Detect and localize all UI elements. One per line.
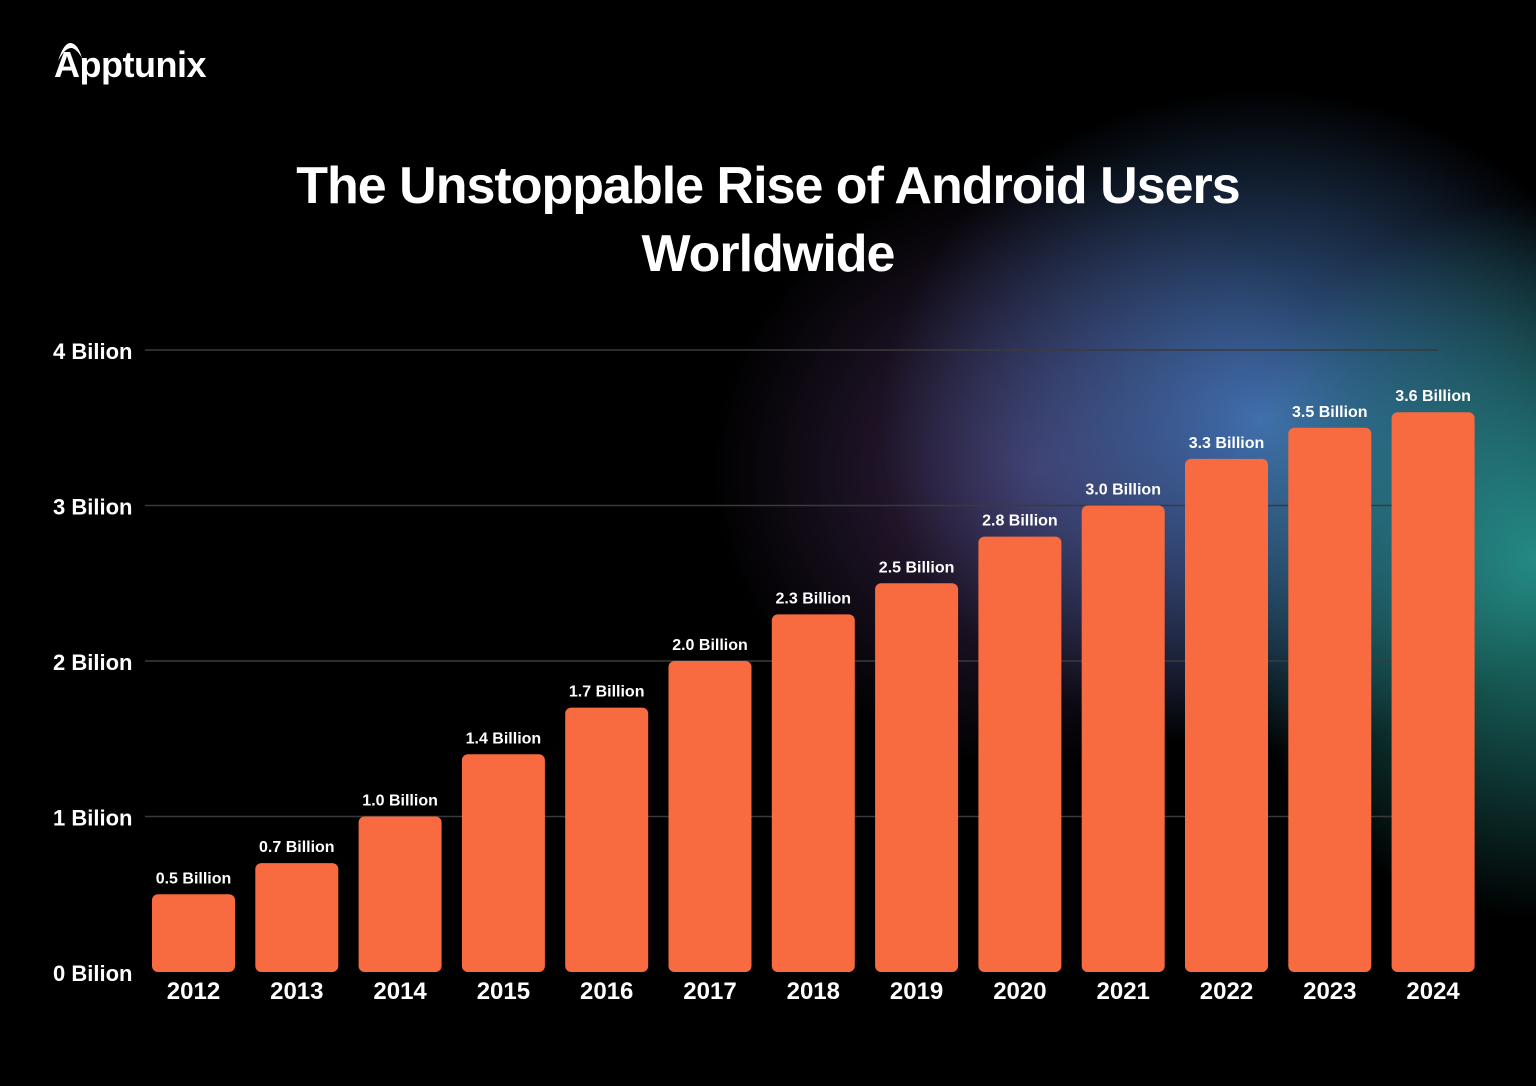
bar-2024 — [1391, 412, 1475, 972]
x-tick-label: 2012 — [167, 978, 220, 1005]
x-tick-label: 2021 — [1097, 978, 1150, 1005]
chart-title: The Unstoppable Rise of Android Users Wo… — [0, 152, 1536, 288]
bar-2020 — [978, 536, 1062, 972]
x-tick-label: 2024 — [1406, 978, 1460, 1005]
x-tick-label: 2020 — [993, 978, 1046, 1005]
bar-2018 — [771, 614, 855, 972]
chart-title-line1: The Unstoppable Rise of Android Users — [296, 157, 1240, 215]
y-tick-label: 3 Bilion — [53, 495, 132, 520]
bar-2014 — [358, 816, 442, 972]
x-tick-label: 2023 — [1303, 978, 1356, 1005]
data-label: 0.7 Billion — [259, 839, 335, 856]
apptunix-logo: Apptunix — [54, 42, 206, 86]
bar-2021 — [1081, 505, 1165, 972]
x-tick-label: 2018 — [787, 978, 840, 1005]
data-label: 2.8 Billion — [982, 513, 1058, 530]
x-tick-label: 2019 — [890, 978, 943, 1005]
y-tick-label: 2 Bilion — [53, 650, 132, 675]
y-tick-label: 1 Bilion — [53, 806, 132, 831]
y-tick-label: 0 Bilion — [53, 961, 132, 986]
data-label: 3.0 Billion — [1085, 482, 1161, 499]
bar-2015 — [461, 754, 545, 972]
data-label: 2.3 Billion — [776, 590, 852, 607]
chart-title-line2: Worldwide — [641, 225, 896, 283]
data-label: 2.5 Billion — [879, 559, 955, 576]
data-label: 3.6 Billion — [1395, 388, 1471, 405]
bar-2016 — [565, 707, 649, 972]
bar-2022 — [1185, 458, 1268, 973]
data-label: 2.0 Billion — [672, 637, 748, 654]
y-tick-label: 4 Bilion — [53, 339, 132, 364]
data-label: 1.7 Billion — [569, 684, 645, 701]
bar-2023 — [1288, 427, 1372, 972]
data-label: 3.3 Billion — [1189, 435, 1265, 452]
bar-2012 — [152, 894, 235, 972]
bar-2013 — [255, 863, 339, 972]
data-label: 1.0 Billion — [362, 793, 438, 810]
x-tick-label: 2022 — [1200, 978, 1253, 1005]
x-tick-label: 2015 — [477, 978, 530, 1005]
data-label: 1.4 Billion — [466, 730, 542, 747]
x-tick-label: 2013 — [270, 978, 323, 1005]
data-label: 0.5 Billion — [156, 870, 232, 887]
x-tick-label: 2014 — [373, 978, 427, 1005]
logo-arc-icon — [58, 42, 82, 61]
bar-2019 — [875, 583, 959, 972]
bar-2017 — [668, 661, 752, 972]
logo-text: Apptunix — [54, 44, 206, 85]
x-tick-label: 2017 — [683, 978, 736, 1005]
x-tick-label: 2016 — [580, 978, 633, 1005]
data-label: 3.5 Billion — [1292, 404, 1368, 421]
